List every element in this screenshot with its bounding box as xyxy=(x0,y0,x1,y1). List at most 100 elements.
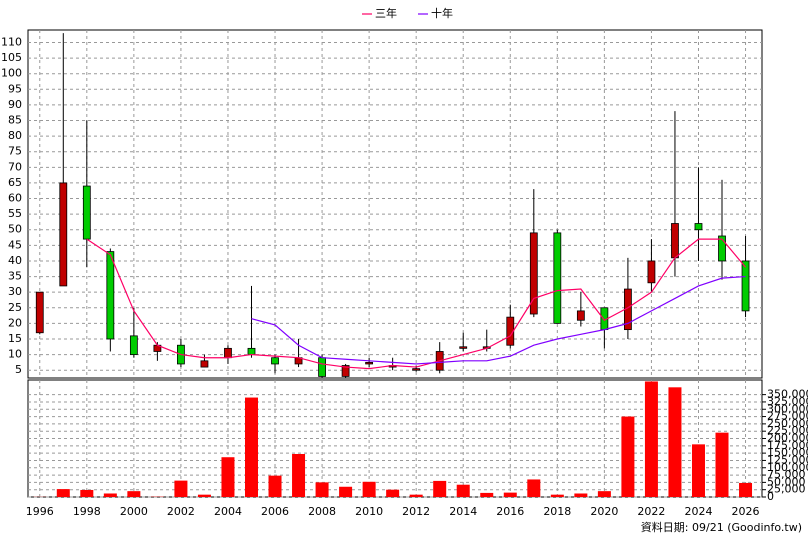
price-panel xyxy=(27,29,763,379)
y-tick-label: 30 xyxy=(8,285,22,298)
candle-body xyxy=(576,310,585,321)
volume-bar xyxy=(315,482,329,497)
y-tick-label: 110 xyxy=(1,35,22,48)
candle-body xyxy=(459,346,468,349)
volume-bar xyxy=(480,492,494,497)
candle-body xyxy=(718,235,726,262)
x-tick-label: 1998 xyxy=(73,505,101,518)
volume-bar xyxy=(127,491,141,497)
candle-body xyxy=(35,291,44,334)
volume-bar xyxy=(386,489,400,497)
candle-body xyxy=(671,223,679,259)
x-tick-label: 2010 xyxy=(355,505,383,518)
x-tick-label: 2006 xyxy=(261,505,289,518)
candle-body xyxy=(271,357,279,365)
volume-bar xyxy=(715,432,729,497)
legend-label: 三年 xyxy=(375,6,397,20)
volume-bar xyxy=(292,454,306,497)
candle-body xyxy=(247,347,256,355)
candle-body xyxy=(82,185,91,240)
y-tick-label: 60 xyxy=(8,192,22,205)
candle-body xyxy=(341,365,350,377)
volume-bar xyxy=(503,492,517,497)
volume-bar xyxy=(621,416,635,497)
x-tick-label: 2020 xyxy=(590,505,618,518)
y2-tick-label: 225,000 xyxy=(767,424,808,437)
y-tick-label: 105 xyxy=(1,51,22,64)
y2-tick-label: 0 xyxy=(767,490,774,503)
y-tick-label: 95 xyxy=(8,82,22,95)
candle-body xyxy=(106,251,115,340)
y-tick-label: 40 xyxy=(8,254,22,267)
y2-tick-label: 125,000 xyxy=(767,453,808,466)
volume-bar xyxy=(433,480,447,497)
volume-bar xyxy=(456,484,470,497)
volume-bar xyxy=(668,387,682,497)
x-tick-label: 2014 xyxy=(449,505,477,518)
candle-body xyxy=(224,347,232,359)
volume-bar xyxy=(80,489,94,497)
volume-bar xyxy=(597,491,611,497)
volume-bar xyxy=(527,479,541,497)
candle-body xyxy=(200,360,209,368)
volume-bar xyxy=(174,480,188,497)
y2-tick-label: 275,000 xyxy=(767,410,808,423)
ma-line xyxy=(251,275,746,365)
y-tick-label: 70 xyxy=(8,160,22,173)
candle-body xyxy=(553,232,562,324)
y2-tick-label: 300,000 xyxy=(767,402,808,415)
volume-bar xyxy=(268,475,282,497)
x-tick-label: 2024 xyxy=(684,505,712,518)
y-tick-label: 100 xyxy=(1,67,22,80)
x-tick-label: 2022 xyxy=(637,505,665,518)
y2-tick-label: 150,000 xyxy=(767,446,808,459)
y2-tick-label: 25,000 xyxy=(767,483,806,496)
y-tick-label: 25 xyxy=(8,301,22,314)
candle-body xyxy=(529,232,538,315)
y2-tick-label: 350,000 xyxy=(767,388,808,401)
candle-body xyxy=(59,182,68,287)
y-tick-label: 45 xyxy=(8,238,22,251)
volume-bar xyxy=(221,457,235,497)
x-tick-label: 2026 xyxy=(732,505,760,518)
y-tick-label: 85 xyxy=(8,114,22,127)
candle-body xyxy=(647,260,656,284)
candle-body xyxy=(741,260,750,312)
y-tick-label: 75 xyxy=(8,145,22,158)
y-tick-label: 10 xyxy=(8,348,22,361)
volume-bar xyxy=(339,486,353,497)
source-note: 資料日期: 09/21 (Goodinfo.tw) xyxy=(641,520,802,534)
y-tick-label: 20 xyxy=(8,316,22,329)
candle-body xyxy=(318,357,326,377)
x-tick-label: 2008 xyxy=(308,505,336,518)
x-tick-label: 2018 xyxy=(543,505,571,518)
x-tick-label: 2016 xyxy=(496,505,524,518)
candle-body xyxy=(365,361,374,365)
y-tick-label: 50 xyxy=(8,223,22,236)
volume-bar xyxy=(691,444,705,497)
volume-bar xyxy=(739,482,753,497)
x-tick-label: 2012 xyxy=(402,505,430,518)
volume-bar xyxy=(197,494,211,497)
candle-body xyxy=(412,368,421,371)
y-tick-label: 80 xyxy=(8,129,22,142)
volume-bar xyxy=(103,493,117,497)
x-tick-label: 2000 xyxy=(120,505,148,518)
y2-tick-label: 75,000 xyxy=(767,468,806,481)
legend-label: 十年 xyxy=(431,6,453,20)
y2-tick-label: 100,000 xyxy=(767,461,808,474)
y2-tick-label: 175,000 xyxy=(767,439,808,452)
x-tick-label: 2002 xyxy=(167,505,195,518)
y-tick-label: 65 xyxy=(8,176,22,189)
y2-tick-label: 250,000 xyxy=(767,417,808,430)
candle-body xyxy=(129,335,138,355)
y2-tick-label: 200,000 xyxy=(767,432,808,445)
volume-bar xyxy=(574,493,588,497)
y-tick-label: 5 xyxy=(15,363,22,376)
y-tick-label: 35 xyxy=(8,270,22,283)
volume-bar xyxy=(550,494,564,497)
volume-bar xyxy=(56,489,70,497)
x-tick-label: 1996 xyxy=(26,505,54,518)
volume-bar xyxy=(644,381,658,497)
